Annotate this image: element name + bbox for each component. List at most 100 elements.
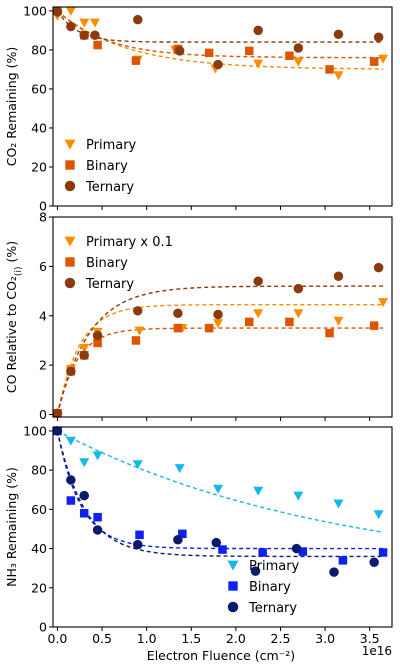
series-binary (53, 317, 379, 418)
fit-line-ternary (56, 285, 384, 415)
legend-marker (64, 277, 76, 289)
data-point (93, 40, 102, 50)
data-point (213, 319, 224, 329)
series-ternary (52, 426, 379, 577)
y-tick-label: 60 (31, 502, 47, 517)
legend-marker (227, 560, 239, 571)
legend-label: Primary (86, 138, 137, 153)
data-point (79, 458, 90, 468)
legend-label: Binary (86, 256, 128, 271)
y-tick-label: 40 (31, 541, 47, 556)
data-point (65, 6, 76, 16)
data-point (285, 51, 294, 61)
data-point (92, 451, 103, 461)
legend-marker (65, 257, 75, 267)
data-point (293, 491, 304, 501)
x-tick-label: 3.0 (315, 631, 335, 646)
data-point (245, 46, 254, 56)
y-tick-label: 0 (39, 407, 47, 422)
legend-label: Ternary (85, 277, 134, 292)
data-point (329, 567, 339, 577)
y-tick-label: 40 (31, 120, 47, 135)
data-point (173, 534, 183, 545)
data-point (65, 436, 76, 446)
data-point (92, 330, 103, 341)
data-point (285, 317, 294, 327)
plot-frame (52, 426, 393, 628)
data-point (258, 548, 267, 557)
x-tick-label: 0.5 (92, 631, 112, 646)
x-tick-label: 3.5 (360, 631, 380, 646)
data-point (79, 350, 89, 361)
plot-frame (52, 216, 393, 418)
data-point (66, 366, 76, 377)
data-point (325, 328, 334, 338)
data-point (373, 262, 384, 273)
y-tick-label: 80 (31, 463, 47, 478)
data-point (79, 343, 90, 353)
data-point (373, 32, 384, 42)
data-point (369, 557, 379, 568)
data-point (135, 530, 144, 540)
data-point (298, 547, 308, 556)
fit-line-ternary (56, 430, 384, 558)
data-point (213, 59, 223, 70)
data-point (293, 283, 304, 294)
data-point (66, 496, 76, 505)
data-point (253, 59, 264, 69)
data-point (218, 545, 227, 554)
legend-label: Binary (86, 159, 128, 174)
x-tick-label: 2.5 (271, 631, 291, 646)
data-point (378, 54, 389, 64)
data-point (293, 57, 304, 67)
data-point (293, 43, 304, 53)
data-point (378, 298, 389, 308)
x-axis-multiplier: 1e16 (362, 644, 392, 658)
y-axis-label: NH₃ Remaining (%) (4, 467, 19, 587)
y-tick-label: 8 (39, 210, 47, 225)
y-tick-label: 100 (23, 3, 47, 18)
data-point (66, 475, 76, 485)
legend-label: Ternary (248, 601, 297, 616)
data-point (52, 7, 63, 17)
data-point (333, 71, 344, 81)
data-point (253, 309, 264, 319)
data-point (178, 529, 187, 539)
data-point (204, 48, 214, 58)
data-point (373, 510, 384, 520)
data-point (133, 306, 143, 316)
data-point (133, 14, 143, 25)
data-point (213, 309, 223, 320)
data-point (93, 512, 102, 522)
data-point (79, 509, 89, 518)
legend-marker (64, 139, 76, 150)
x-axis-label: Electron Fluence (cm⁻²) (147, 648, 295, 663)
y-axis-label: CO Relative to CO₂(i) (%) (4, 241, 24, 393)
data-point (253, 486, 264, 496)
data-point (333, 271, 344, 282)
data-point (173, 308, 183, 319)
y-tick-label: 60 (31, 81, 47, 96)
data-point (338, 556, 348, 565)
panel-1: 0 20 40 60 80 100 CO₂ Remaining (%) Primary Bina… (4, 3, 393, 214)
data-point (131, 56, 141, 65)
y-tick-label: 4 (39, 308, 47, 323)
data-point (79, 490, 89, 501)
legend: Primary Binary Ternary (64, 138, 137, 195)
data-point (250, 566, 261, 576)
legend-label: Binary (249, 580, 291, 595)
x-tick-label: 1.0 (137, 631, 157, 646)
data-point (79, 18, 90, 28)
data-point (204, 323, 214, 333)
y-axis-label: CO₂ Remaining (%) (4, 47, 19, 167)
data-point (52, 426, 63, 436)
panel-2: 0 2 4 6 8 CO Relative to CO₂(i) (%) Primary x … (4, 210, 393, 422)
y-tick-label: 2 (39, 358, 47, 373)
data-point (173, 323, 183, 333)
legend: Primary Binary Ternary (227, 559, 300, 616)
data-point (369, 321, 379, 330)
y-tick-label: 20 (31, 159, 47, 174)
data-point (131, 336, 141, 345)
fit-line-binary (56, 327, 384, 415)
data-point (293, 309, 304, 319)
